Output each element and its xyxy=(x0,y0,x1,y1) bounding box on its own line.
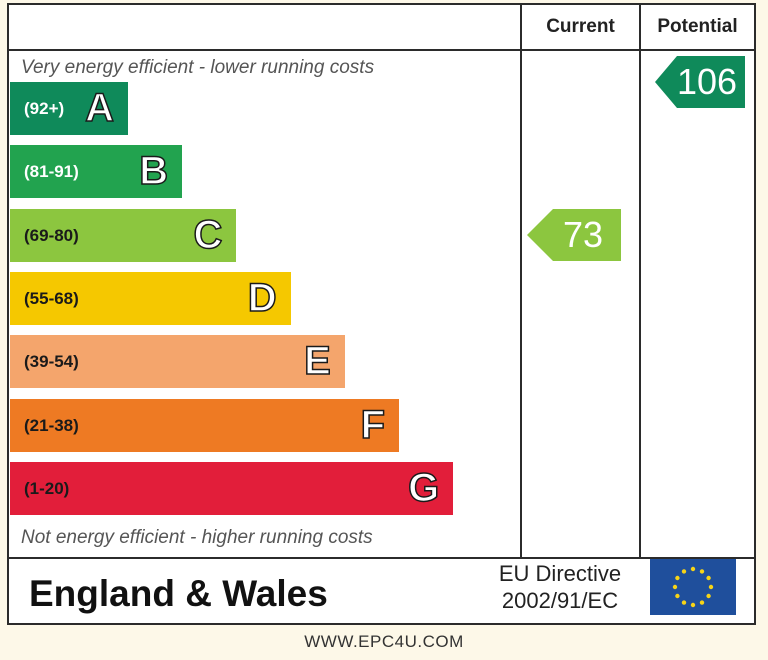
band-b-letter: B xyxy=(139,149,169,195)
region-title: England & Wales xyxy=(29,573,328,614)
eu-flag-star xyxy=(675,575,680,581)
eu-flag-star xyxy=(681,600,687,605)
footer-divider xyxy=(9,557,754,559)
band-g-letter: G xyxy=(407,465,440,511)
bottom-caption: Not energy efficient - higher running co… xyxy=(21,527,373,548)
watermark: WWW.EPC4U.COM xyxy=(304,632,464,651)
directive-line-1: EU Directive xyxy=(498,561,622,586)
potential-arrow-shape xyxy=(655,56,745,108)
directive-line-2: 2002/91/EC xyxy=(501,588,619,613)
eu-flag-star xyxy=(672,584,678,590)
band-f: (21-38) F xyxy=(10,398,399,452)
current-arrow-shape xyxy=(527,209,621,262)
band-d-letter: D xyxy=(247,275,277,321)
eu-flag-star xyxy=(699,600,705,605)
current-column-divider xyxy=(520,5,522,559)
potential-column-divider xyxy=(639,5,641,559)
band-a: (92+) A xyxy=(10,82,128,135)
band-a-range: (92+) xyxy=(24,99,65,118)
eu-flag-star xyxy=(681,569,687,574)
band-d: (55-68) D xyxy=(10,271,291,325)
eu-flag-star xyxy=(699,569,705,574)
eu-flag-star xyxy=(706,593,711,599)
band-f-letter: F xyxy=(360,402,386,448)
band-d-range: (55-68) xyxy=(24,288,79,308)
current-rating-value: 73 xyxy=(562,214,604,256)
potential-rating-value: 106 xyxy=(676,61,738,102)
eu-flag-star xyxy=(690,566,696,572)
band-c: (69-80) C xyxy=(10,208,237,262)
band-a-letter: A xyxy=(84,85,114,131)
band-e: (39-54) E xyxy=(10,335,345,389)
eu-directive: EU Directive 2002/91/EC xyxy=(480,560,640,614)
band-g-range: (1-20) xyxy=(24,478,70,498)
header-divider xyxy=(9,49,754,51)
eu-flag-star xyxy=(708,584,714,590)
eu-flag-icon xyxy=(650,559,736,615)
band-e-letter: E xyxy=(303,338,331,384)
epc-chart-frame: Current Potential Very energy efficient … xyxy=(7,3,756,625)
band-b: (81-91) B xyxy=(10,145,183,199)
band-g: (1-20) G xyxy=(10,461,454,515)
top-caption: Very energy efficient - lower running co… xyxy=(21,57,375,78)
potential-column-header: Potential xyxy=(657,16,738,37)
band-e-range: (39-54) xyxy=(24,352,79,372)
eu-flag-star xyxy=(706,575,711,581)
eu-flag-star xyxy=(690,602,696,608)
band-c-range: (69-80) xyxy=(24,225,79,245)
band-c-letter: C xyxy=(193,212,223,258)
eu-flag-star xyxy=(675,593,680,599)
band-f-range: (21-38) xyxy=(24,415,79,435)
current-column-header: Current xyxy=(546,16,615,37)
band-b-range: (81-91) xyxy=(24,162,79,182)
